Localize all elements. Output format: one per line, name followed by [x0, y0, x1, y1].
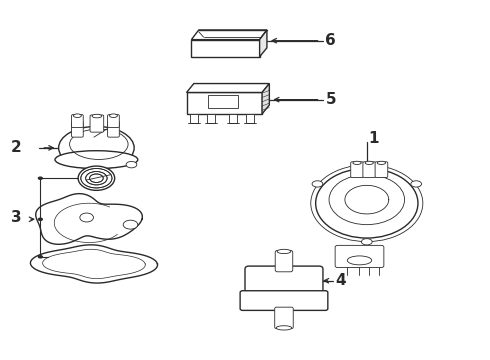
FancyBboxPatch shape — [72, 121, 83, 137]
Ellipse shape — [329, 175, 405, 225]
Ellipse shape — [365, 161, 373, 165]
Polygon shape — [192, 40, 260, 57]
Ellipse shape — [38, 256, 42, 258]
FancyBboxPatch shape — [229, 114, 237, 123]
Ellipse shape — [377, 161, 386, 165]
Ellipse shape — [74, 114, 81, 117]
Ellipse shape — [362, 239, 372, 245]
FancyBboxPatch shape — [190, 114, 198, 123]
Text: 6: 6 — [325, 33, 336, 48]
FancyBboxPatch shape — [275, 307, 293, 329]
FancyBboxPatch shape — [108, 114, 119, 127]
Ellipse shape — [411, 181, 421, 187]
Ellipse shape — [353, 161, 361, 165]
Ellipse shape — [55, 151, 138, 168]
FancyBboxPatch shape — [246, 114, 254, 123]
Text: 5: 5 — [325, 92, 336, 107]
FancyBboxPatch shape — [351, 162, 364, 177]
Ellipse shape — [109, 121, 118, 124]
FancyBboxPatch shape — [275, 250, 293, 272]
Ellipse shape — [126, 161, 137, 168]
Ellipse shape — [38, 177, 42, 179]
Polygon shape — [260, 30, 267, 57]
Polygon shape — [36, 194, 143, 244]
Ellipse shape — [38, 218, 42, 220]
FancyBboxPatch shape — [207, 114, 215, 123]
Ellipse shape — [277, 249, 291, 253]
FancyBboxPatch shape — [375, 162, 388, 177]
Ellipse shape — [109, 114, 118, 117]
FancyBboxPatch shape — [108, 121, 119, 137]
Ellipse shape — [78, 166, 115, 190]
Polygon shape — [192, 30, 267, 40]
Ellipse shape — [316, 168, 418, 238]
Polygon shape — [262, 84, 270, 114]
Polygon shape — [30, 245, 157, 283]
FancyBboxPatch shape — [72, 114, 83, 127]
Ellipse shape — [74, 121, 81, 124]
FancyBboxPatch shape — [335, 246, 384, 267]
Ellipse shape — [92, 114, 102, 118]
Text: 2: 2 — [11, 140, 22, 156]
FancyBboxPatch shape — [208, 95, 238, 108]
Polygon shape — [187, 93, 262, 114]
Ellipse shape — [347, 256, 372, 265]
Ellipse shape — [312, 181, 323, 187]
Polygon shape — [187, 84, 270, 93]
FancyBboxPatch shape — [240, 291, 328, 310]
Text: 1: 1 — [368, 131, 379, 147]
FancyBboxPatch shape — [90, 115, 104, 132]
Ellipse shape — [59, 126, 134, 169]
Ellipse shape — [123, 220, 138, 229]
Text: 4: 4 — [335, 273, 346, 288]
Ellipse shape — [276, 326, 292, 330]
Text: 3: 3 — [11, 210, 22, 225]
FancyBboxPatch shape — [363, 162, 375, 177]
FancyBboxPatch shape — [245, 266, 323, 296]
